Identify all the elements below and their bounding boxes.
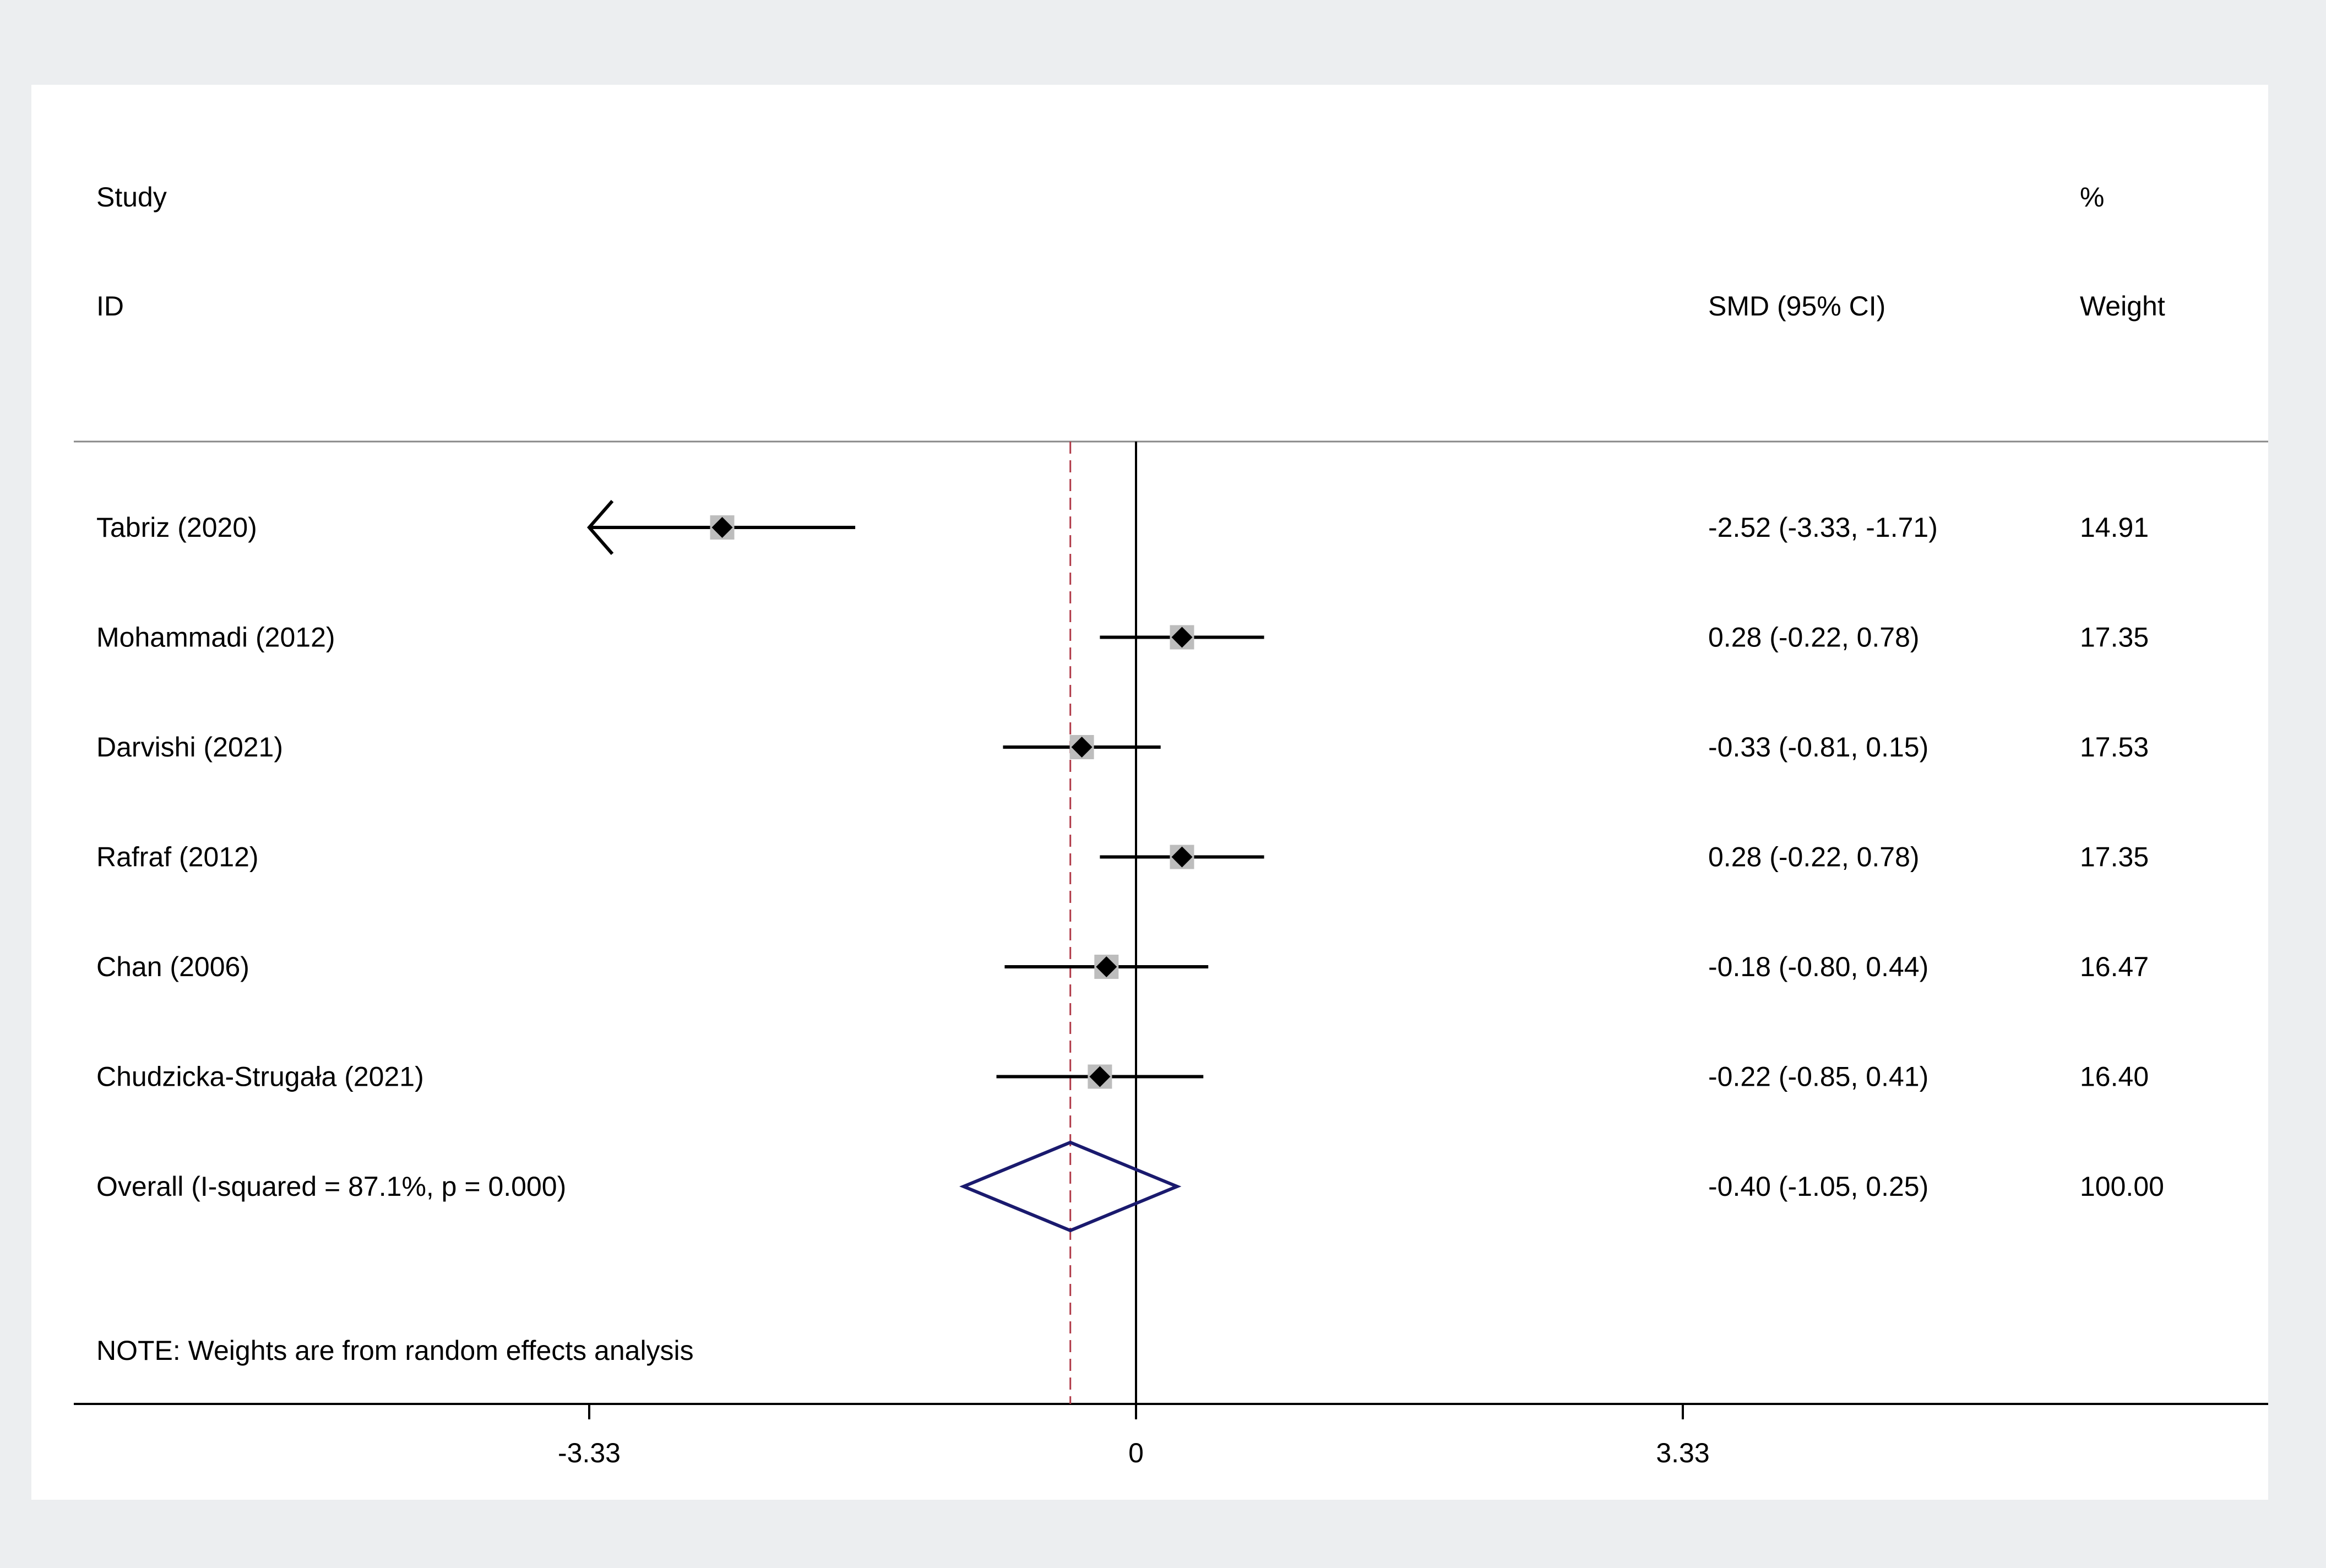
study-label: Chudzicka-Strugała (2021) [96, 1061, 424, 1092]
study-label: Chan (2006) [96, 951, 249, 982]
weight-value: 16.47 [2080, 951, 2149, 982]
study-rows: Tabriz (2020) -2.52 (-3.33, -1.71) 14.91 Mo… [96, 500, 2164, 1233]
ci-text: -0.33 (-0.81, 0.15) [1708, 732, 1928, 763]
overall-label: Overall (I-squared = 87.1%, p = 0.000) [96, 1171, 566, 1202]
study-label: Tabriz (2020) [96, 512, 257, 543]
header-study: Study [96, 182, 167, 213]
x-tick-label: 3.33 [1656, 1438, 1709, 1468]
overall-diamond [959, 1140, 1182, 1233]
weight-value: 17.53 [2080, 732, 2149, 763]
ci-text: 0.28 (-0.22, 0.78) [1708, 842, 1920, 873]
ci-text: -2.52 (-3.33, -1.71) [1708, 512, 1938, 543]
header-percent: % [2080, 182, 2104, 213]
ci-text: -0.22 (-0.85, 0.41) [1708, 1061, 1928, 1092]
weight-value: 14.91 [2080, 512, 2149, 543]
point-estimate-marker [1171, 846, 1193, 868]
weight-value: 17.35 [2080, 622, 2149, 653]
header-smd: SMD (95% CI) [1708, 291, 1885, 322]
header-id: ID [96, 291, 124, 322]
x-tick-label: -3.33 [558, 1438, 621, 1468]
overall-weight-value: 100.00 [2080, 1171, 2164, 1202]
weight-value: 17.35 [2080, 842, 2149, 873]
reference-lines [1069, 442, 1137, 1404]
header-weight: Weight [2080, 291, 2165, 322]
point-estimate-marker [1089, 1066, 1111, 1087]
study-label: Rafraf (2012) [96, 842, 259, 873]
point-estimate-marker [1096, 956, 1117, 977]
point-estimate-marker [711, 517, 733, 538]
forest-plot-panel: Study ID SMD (95% CI) % Weight Tabriz (2… [31, 85, 2268, 1500]
ci-arrow [587, 500, 614, 555]
point-estimate-marker [1071, 737, 1093, 758]
x-axis: -3.33 0 3.33 [558, 1404, 1710, 1468]
overall-ci-text: -0.40 (-1.05, 0.25) [1708, 1171, 1928, 1202]
ci-text: -0.18 (-0.80, 0.44) [1708, 951, 1928, 982]
study-label: Darvishi (2021) [96, 732, 283, 763]
x-tick-label: 0 [1128, 1438, 1144, 1468]
weight-value: 16.40 [2080, 1061, 2149, 1092]
study-label: Mohammadi (2012) [96, 622, 335, 653]
forest-plot: Study ID SMD (95% CI) % Weight Tabriz (2… [74, 182, 2268, 1468]
column-headers: Study ID SMD (95% CI) % Weight [96, 182, 2165, 322]
note-text: NOTE: Weights are from random effects an… [96, 1335, 694, 1366]
ci-text: 0.28 (-0.22, 0.78) [1708, 622, 1920, 653]
point-estimate-marker [1171, 627, 1193, 648]
